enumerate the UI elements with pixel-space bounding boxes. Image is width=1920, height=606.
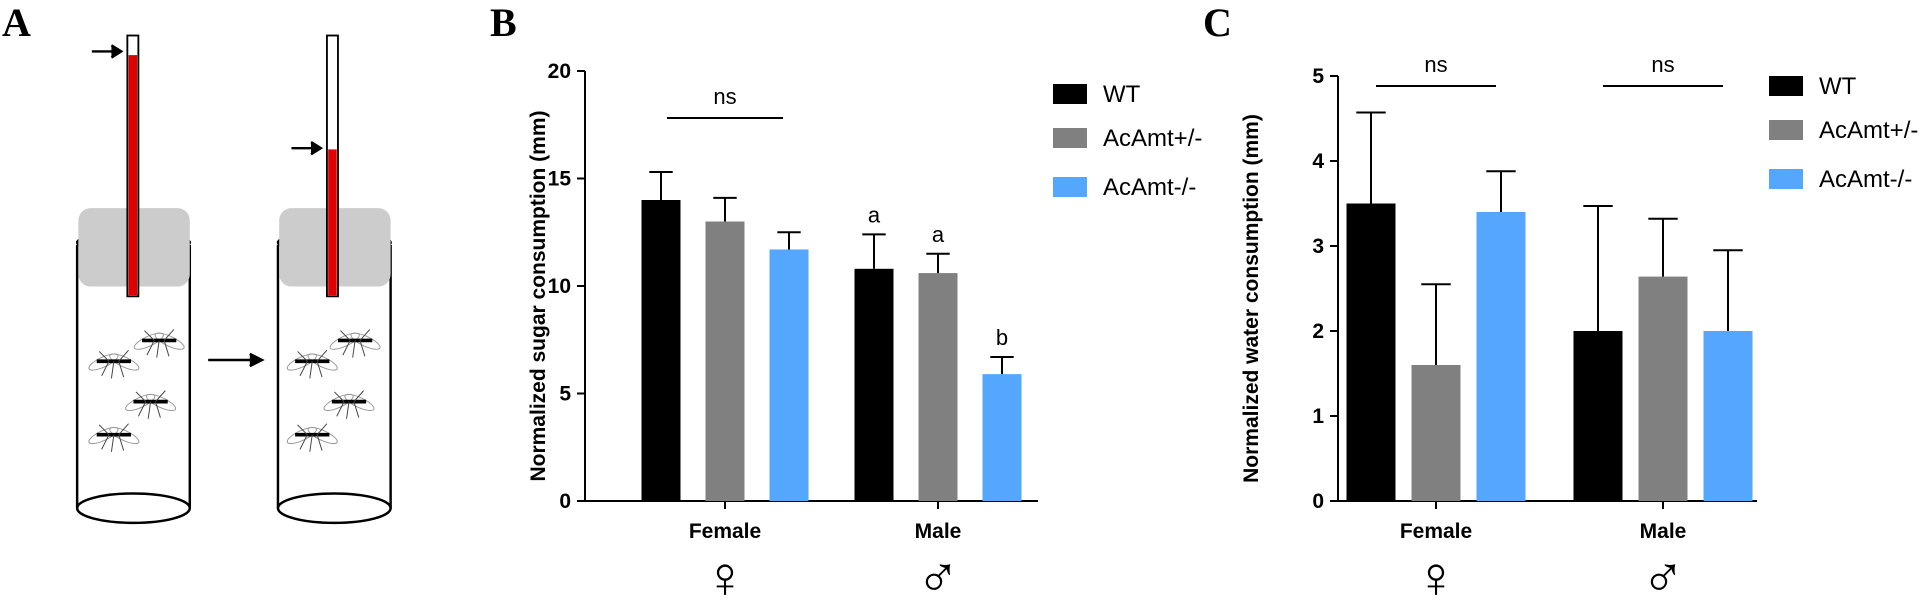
legend-swatch bbox=[1053, 177, 1087, 197]
bar bbox=[1411, 365, 1461, 501]
legend-label: AcAmt-/- bbox=[1103, 174, 1196, 201]
error-bar bbox=[1421, 283, 1451, 365]
panel-label: A bbox=[2, 0, 31, 45]
y-tick-label: 10 bbox=[548, 275, 571, 298]
x-tick-label: Female bbox=[1400, 520, 1472, 543]
legend-swatch bbox=[1053, 128, 1087, 148]
y-tick-label: 5 bbox=[1312, 65, 1324, 88]
arrow bbox=[208, 352, 265, 368]
y-tick-label: 0 bbox=[559, 490, 571, 513]
legend-label: AcAmt+/- bbox=[1103, 125, 1202, 152]
vial bbox=[276, 34, 392, 525]
y-tick-label: 2 bbox=[1312, 320, 1324, 343]
sex-symbol: ♂ bbox=[916, 545, 960, 606]
y-axis-label: Normalized sugar consumption (mm) bbox=[527, 110, 550, 481]
error-bar bbox=[1583, 205, 1613, 331]
x-tick-label: Male bbox=[1640, 520, 1687, 543]
y-tick-label: 3 bbox=[1312, 235, 1324, 258]
bar bbox=[1703, 331, 1753, 501]
panel-label: B bbox=[490, 0, 517, 45]
legend-swatch bbox=[1769, 76, 1803, 96]
group-letter: a bbox=[932, 222, 945, 247]
y-tick-label: 15 bbox=[548, 168, 572, 191]
sex-symbol: ♂ bbox=[1641, 545, 1685, 606]
error-bar bbox=[713, 196, 737, 222]
error-bar bbox=[926, 252, 950, 274]
y-tick-label: 20 bbox=[548, 60, 571, 83]
group-letter: b bbox=[996, 325, 1008, 350]
significance-label: ns bbox=[1424, 52, 1447, 77]
vial bbox=[75, 34, 192, 525]
x-tick-label: Female bbox=[689, 520, 761, 543]
bar bbox=[1476, 212, 1526, 501]
error-bar bbox=[1648, 217, 1678, 277]
bar bbox=[705, 221, 745, 501]
y-axis-label: Normalized water consumption (mm) bbox=[1240, 114, 1263, 483]
group-letter: a bbox=[868, 202, 881, 227]
y-tick-label: 1 bbox=[1312, 405, 1324, 428]
legend-swatch bbox=[1053, 84, 1087, 104]
y-tick-label: 5 bbox=[559, 383, 571, 406]
bar bbox=[918, 273, 958, 501]
legend-label: WT bbox=[1103, 81, 1141, 108]
significance-label: ns bbox=[1651, 52, 1674, 77]
error-bar bbox=[1356, 111, 1386, 204]
y-tick-label: 4 bbox=[1312, 150, 1324, 173]
experiment-diagram bbox=[75, 34, 392, 525]
bar bbox=[982, 374, 1022, 501]
bar bbox=[641, 200, 681, 501]
legend-label: AcAmt+/- bbox=[1819, 117, 1918, 144]
bar bbox=[1346, 203, 1396, 501]
error-bar bbox=[990, 355, 1014, 375]
error-bar bbox=[862, 233, 886, 269]
sex-symbol: ♀ bbox=[1414, 545, 1458, 606]
sex-symbol: ♀ bbox=[703, 545, 747, 606]
error-bar bbox=[649, 171, 673, 200]
significance-label: ns bbox=[713, 84, 736, 109]
legend-swatch bbox=[1769, 169, 1803, 189]
error-bar bbox=[1486, 170, 1516, 212]
bar bbox=[769, 249, 809, 501]
bar bbox=[854, 268, 894, 501]
x-tick-label: Male bbox=[915, 520, 962, 543]
error-bar bbox=[777, 231, 801, 250]
panel-label: C bbox=[1203, 0, 1232, 45]
error-bar bbox=[1713, 249, 1743, 331]
legend-label: WT bbox=[1819, 73, 1857, 100]
legend-swatch bbox=[1769, 120, 1803, 140]
bar bbox=[1573, 331, 1623, 501]
bar bbox=[1638, 276, 1688, 501]
legend-label: AcAmt-/- bbox=[1819, 166, 1912, 193]
y-tick-label: 0 bbox=[1312, 490, 1324, 513]
